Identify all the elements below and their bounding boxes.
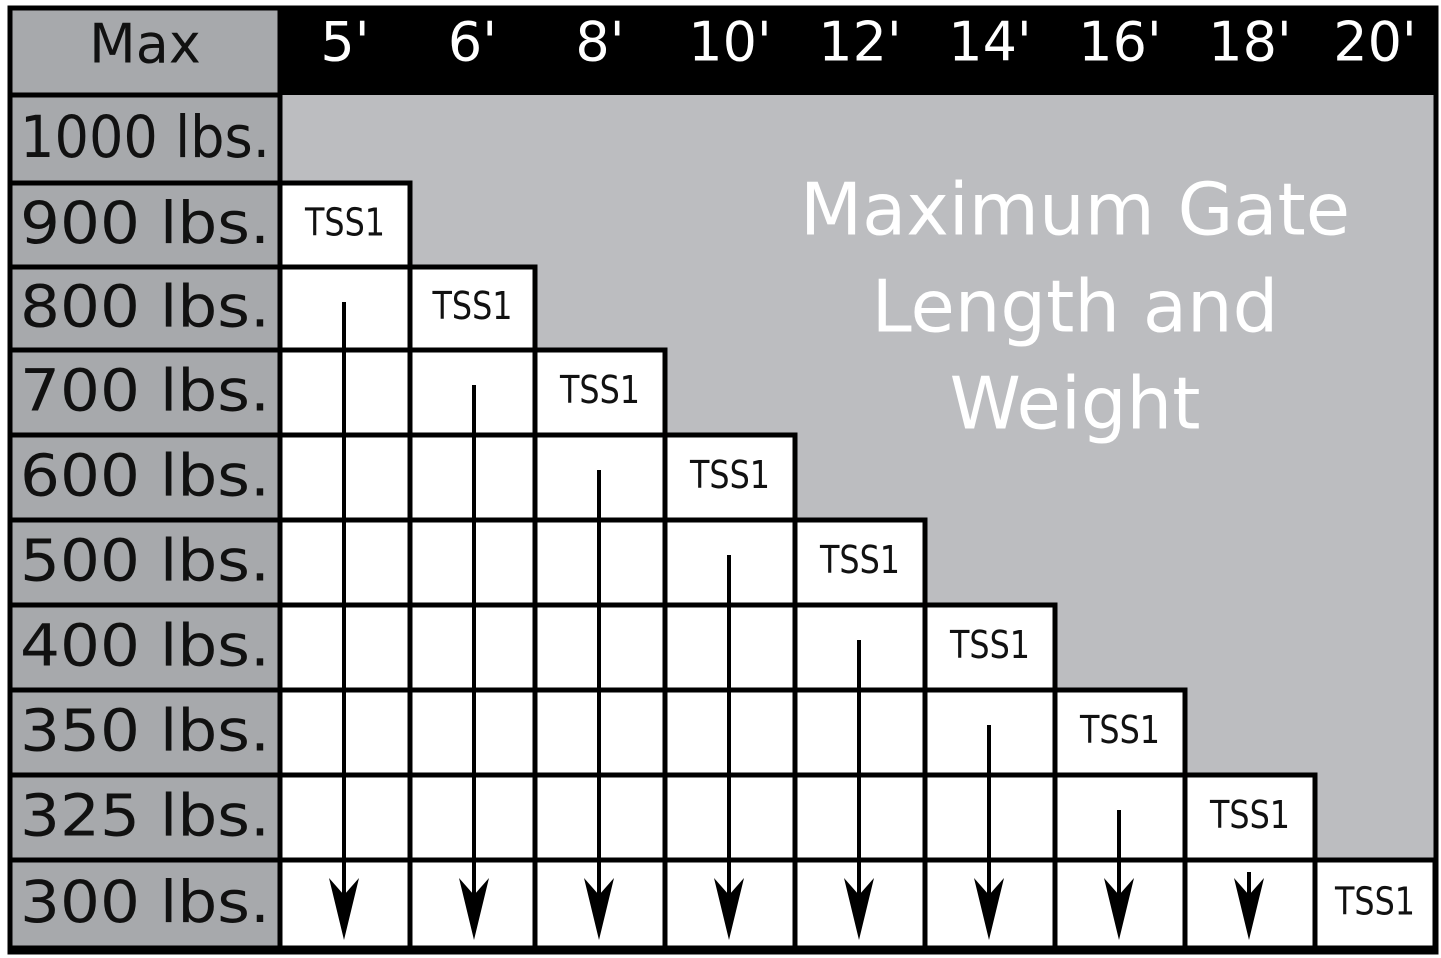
- model-label: TSS1: [1209, 793, 1290, 837]
- arrow-head: [584, 878, 614, 940]
- row-label-cell: [7, 857, 283, 951]
- model-label: TSS1: [689, 453, 770, 497]
- column-header: 5': [320, 11, 369, 74]
- arrow-head: [459, 878, 489, 940]
- title-line: Weight: [950, 362, 1201, 446]
- row-label: 300 lbs.: [20, 868, 270, 936]
- row-label: 350 lbs.: [20, 697, 270, 765]
- cell: [1182, 772, 1318, 863]
- model-label: TSS1: [819, 538, 900, 582]
- row-label: 400 lbs.: [20, 612, 270, 680]
- row-label: 700 lbs.: [20, 357, 270, 425]
- column-header: 10': [688, 11, 772, 74]
- column-header: 12': [818, 11, 902, 74]
- arrow-head: [329, 878, 359, 940]
- column-header: 6': [448, 11, 497, 74]
- model-label: TSS1: [559, 368, 640, 412]
- model-label: TSS1: [949, 623, 1030, 667]
- row-label: 800 lbs.: [20, 273, 270, 341]
- arrow-head: [1234, 878, 1264, 940]
- row-label: 1000 lbs.: [20, 103, 270, 171]
- arrow-head: [1104, 878, 1134, 940]
- arrow-head: [714, 878, 744, 940]
- model-label: TSS1: [1079, 708, 1160, 752]
- column-header: 16': [1078, 11, 1162, 74]
- column-header: 18': [1208, 11, 1292, 74]
- arrow-head: [974, 878, 1004, 940]
- corner-label: Max: [89, 13, 201, 76]
- cell: [532, 347, 668, 438]
- model-label: TSS1: [432, 284, 513, 328]
- cell: [662, 432, 798, 523]
- title-line: Maximum Gate: [800, 168, 1350, 252]
- row-label-cell: [7, 517, 283, 608]
- column-header: 8': [575, 11, 624, 74]
- column-header: 20': [1333, 11, 1417, 74]
- row-label: 500 lbs.: [20, 527, 270, 595]
- row-label: 325 lbs.: [20, 782, 270, 850]
- model-label: TSS1: [304, 201, 385, 245]
- cell: [1312, 857, 1438, 951]
- arrow-head: [844, 878, 874, 940]
- outer-border: [7, 5, 1439, 955]
- row-label: 600 lbs.: [20, 442, 270, 510]
- model-label: TSS1: [1334, 880, 1415, 924]
- title-line: Length and: [872, 265, 1279, 349]
- cell: [922, 602, 1058, 693]
- header-band: [280, 8, 1436, 95]
- column-header: 14': [948, 11, 1032, 74]
- row-label: 900 lbs.: [20, 189, 270, 257]
